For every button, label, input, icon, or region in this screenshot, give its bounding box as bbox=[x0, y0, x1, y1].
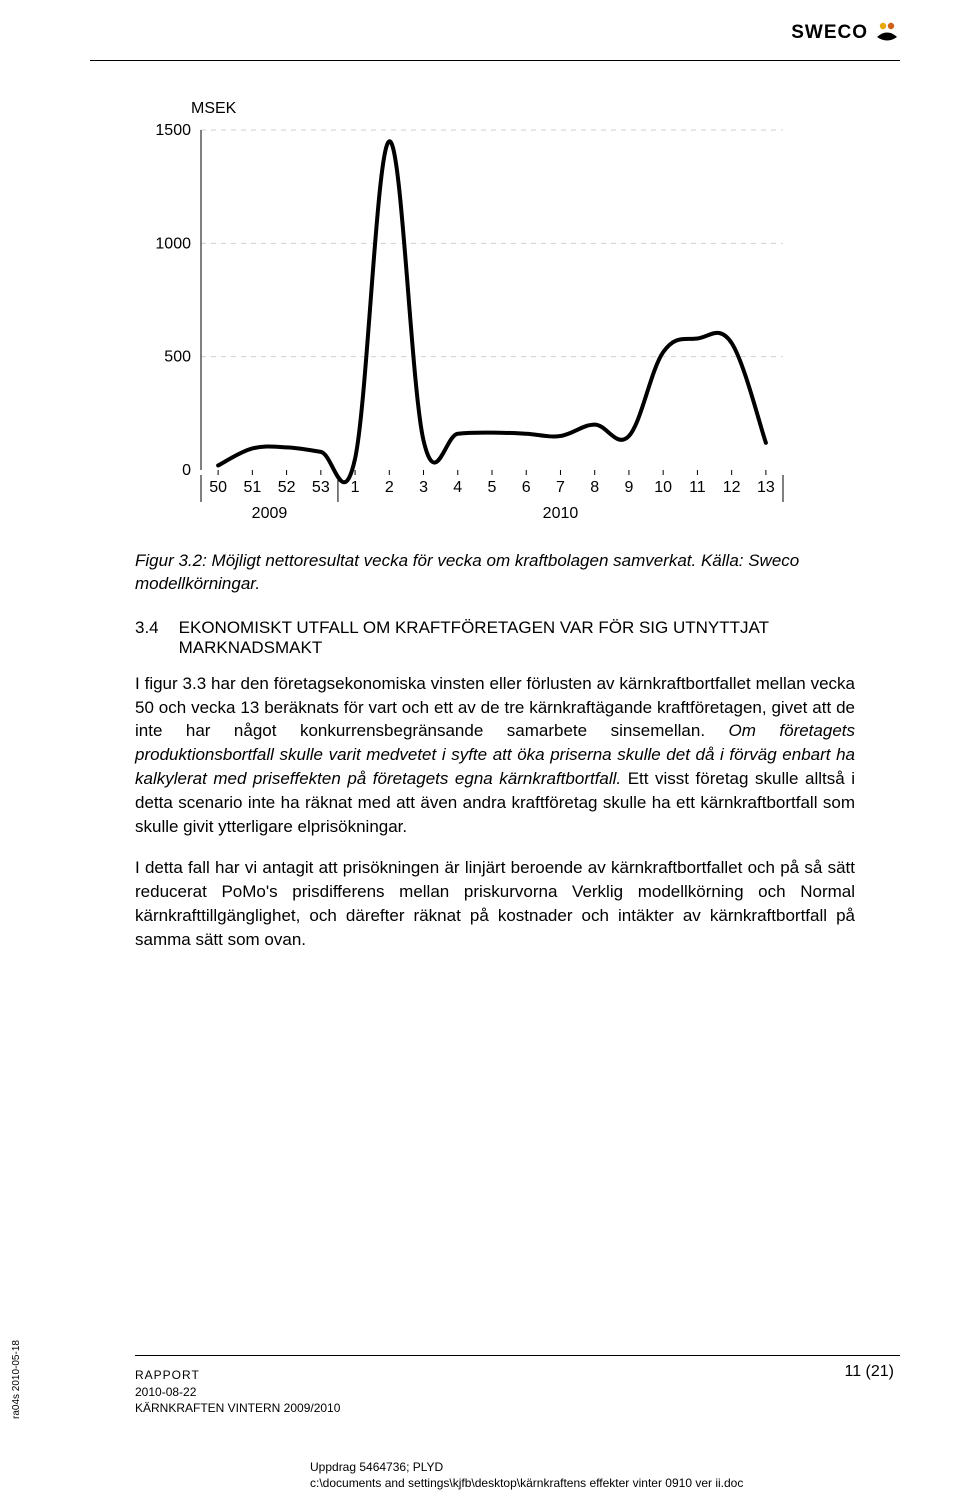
side-revision-label: ra04s 2010-05-18 bbox=[11, 1340, 22, 1419]
footer-rule bbox=[135, 1355, 900, 1356]
svg-text:10: 10 bbox=[654, 479, 672, 496]
footer-rapport: RAPPORT bbox=[135, 1367, 340, 1383]
svg-text:52: 52 bbox=[278, 479, 296, 496]
svg-text:0: 0 bbox=[182, 462, 191, 479]
svg-text:9: 9 bbox=[624, 479, 633, 496]
sweco-logo-icon bbox=[874, 20, 900, 46]
svg-text:1000: 1000 bbox=[155, 235, 191, 252]
header: SWECO bbox=[791, 20, 900, 46]
svg-text:1: 1 bbox=[351, 479, 360, 496]
svg-text:11: 11 bbox=[689, 479, 706, 496]
footer-title: KÄRNKRAFTEN VINTERN 2009/2010 bbox=[135, 1400, 340, 1416]
svg-text:2010: 2010 bbox=[543, 505, 579, 522]
svg-text:7: 7 bbox=[556, 479, 565, 496]
paragraph-2: I detta fall har vi antagit att prisökni… bbox=[135, 856, 855, 951]
svg-text:53: 53 bbox=[312, 479, 330, 496]
footer-uppdrag: Uppdrag 5464736; PLYD bbox=[310, 1459, 743, 1475]
svg-text:4: 4 bbox=[453, 479, 462, 496]
svg-text:500: 500 bbox=[164, 349, 191, 366]
header-rule bbox=[90, 60, 900, 61]
footer-path: c:\documents and settings\kjfb\desktop\k… bbox=[310, 1475, 743, 1491]
section-heading: 3.4 EKONOMISKT UTFALL OM KRAFTFÖRETAGEN … bbox=[135, 618, 855, 658]
footer-date: 2010-08-22 bbox=[135, 1384, 340, 1400]
figure-caption: Figur 3.2: Möjligt nettoresultat vecka f… bbox=[135, 550, 855, 596]
footer-left-block: RAPPORT 2010-08-22 KÄRNKRAFTEN VINTERN 2… bbox=[135, 1367, 340, 1416]
brand-text: SWECO bbox=[791, 22, 868, 44]
msek-line-chart: 0500100015005051525312345678910111213200… bbox=[145, 122, 795, 540]
svg-text:2: 2 bbox=[385, 479, 394, 496]
footer-center-block: Uppdrag 5464736; PLYD c:\documents and s… bbox=[310, 1459, 743, 1491]
svg-text:1500: 1500 bbox=[155, 122, 191, 139]
section-number: 3.4 bbox=[135, 618, 159, 658]
svg-text:12: 12 bbox=[723, 479, 741, 496]
svg-text:50: 50 bbox=[209, 479, 227, 496]
section-title: EKONOMISKT UTFALL OM KRAFTFÖRETAGEN VAR … bbox=[179, 618, 855, 658]
svg-text:3: 3 bbox=[419, 479, 428, 496]
svg-text:8: 8 bbox=[590, 479, 599, 496]
page-number: 11 (21) bbox=[844, 1363, 894, 1381]
svg-text:51: 51 bbox=[243, 479, 261, 496]
svg-text:13: 13 bbox=[757, 479, 775, 496]
chart-y-title: MSEK bbox=[191, 100, 236, 118]
chart-container: MSEK 05001000150050515253123456789101112… bbox=[145, 100, 795, 540]
page-content: MSEK 05001000150050515253123456789101112… bbox=[135, 100, 855, 970]
svg-text:6: 6 bbox=[522, 479, 531, 496]
paragraph-1: I figur 3.3 har den företagsekonomiska v… bbox=[135, 672, 855, 839]
svg-text:2009: 2009 bbox=[252, 505, 288, 522]
svg-text:5: 5 bbox=[488, 479, 497, 496]
